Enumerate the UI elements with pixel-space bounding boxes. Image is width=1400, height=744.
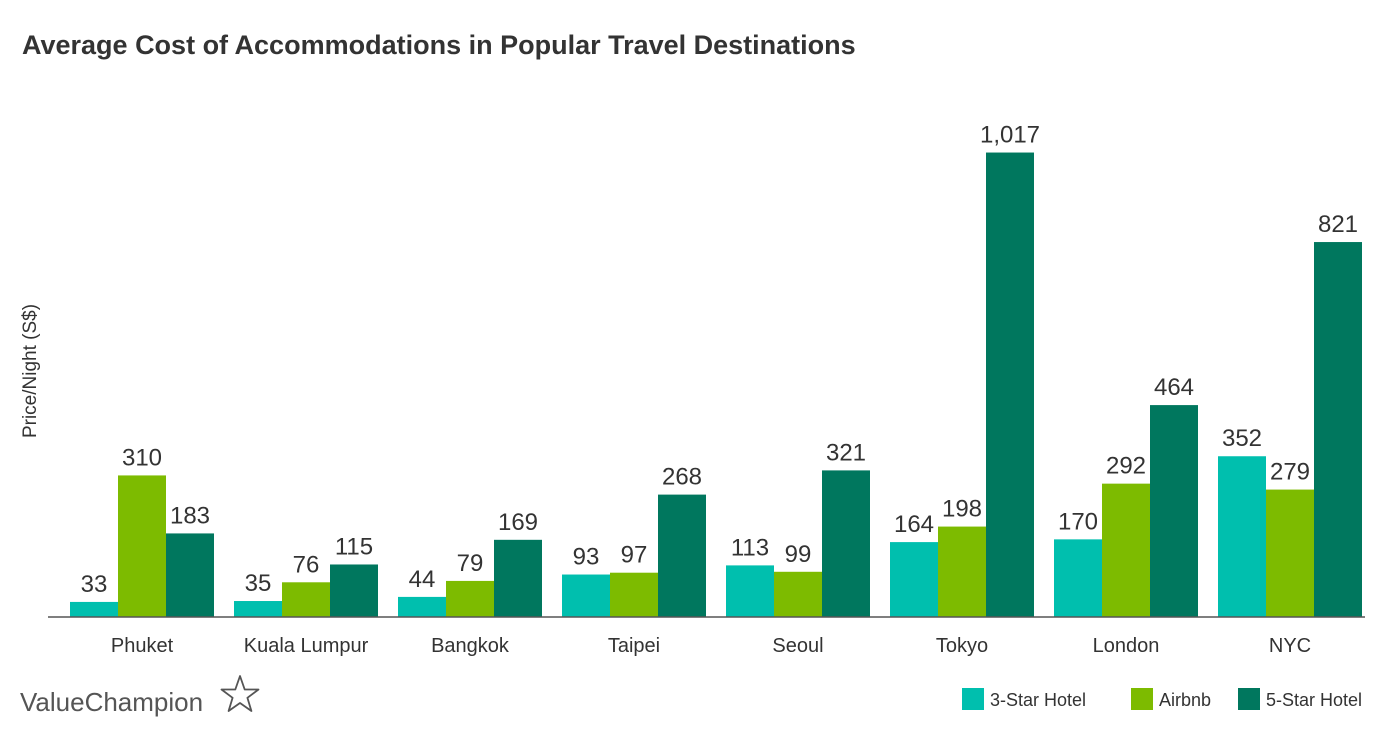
bar-nyc-airbnb	[1266, 489, 1314, 617]
legend-label: 5-Star Hotel	[1266, 690, 1362, 710]
data-label: 169	[498, 509, 538, 536]
x-tick-label: Bangkok	[431, 635, 510, 657]
x-tick-labels: Phuket Kuala Lumpur Bangkok Taipei Seoul Toky…	[111, 635, 1311, 657]
data-label: 170	[1058, 508, 1098, 535]
data-label: 352	[1222, 425, 1262, 452]
data-label: 198	[942, 496, 982, 523]
bar-london-3-star-hotel	[1054, 539, 1102, 617]
data-label: 79	[457, 550, 484, 577]
data-labels-layer: 33 310 183 35 76 115 44 79 169 93 97 268 113 99 321 164…	[81, 122, 1358, 598]
x-tick-label: Tokyo	[936, 635, 988, 657]
star-outline-icon	[220, 675, 260, 712]
bar-taipei-3-star-hotel	[562, 574, 610, 617]
data-label: 99	[785, 541, 812, 568]
x-tick-label: NYC	[1269, 635, 1311, 657]
chart-title: Average Cost of Accommodations in Popula…	[22, 30, 856, 60]
data-label: 115	[335, 533, 373, 560]
data-label: 464	[1154, 374, 1194, 401]
bar-nyc-5-star-hotel	[1314, 242, 1362, 617]
bar-phuket-airbnb	[118, 475, 166, 617]
bar-taipei-5-star-hotel	[658, 494, 706, 617]
legend-swatch	[1238, 688, 1260, 710]
y-axis-label: Price/Night (S$)	[20, 304, 41, 438]
bar-bangkok-3-star-hotel	[398, 596, 446, 617]
bar-kuala-lumpur-3-star-hotel	[234, 601, 282, 617]
data-label: 76	[293, 551, 320, 578]
bar-seoul-3-star-hotel	[726, 565, 774, 617]
data-label: 93	[573, 544, 600, 571]
data-label: 279	[1270, 459, 1310, 486]
bar-phuket-3-star-hotel	[70, 601, 118, 617]
data-label: 292	[1106, 453, 1146, 480]
bar-bangkok-airbnb	[446, 580, 494, 617]
brand-logo: ValueChampion	[20, 675, 260, 717]
bars-layer	[70, 152, 1362, 617]
bar-kuala-lumpur-5-star-hotel	[330, 564, 378, 617]
bar-tokyo-airbnb	[938, 526, 986, 617]
bar-bangkok-5-star-hotel	[494, 539, 542, 617]
data-label: 1,017	[980, 122, 1040, 149]
data-label: 97	[621, 542, 648, 569]
bar-london-5-star-hotel	[1150, 405, 1198, 617]
bar-tokyo-3-star-hotel	[890, 542, 938, 617]
brand-logo-text: ValueChampion	[20, 687, 203, 717]
legend-swatch	[1131, 688, 1153, 710]
bar-kuala-lumpur-airbnb	[282, 582, 330, 617]
data-label: 35	[245, 570, 272, 597]
bar-seoul-airbnb	[774, 571, 822, 617]
data-label: 821	[1318, 211, 1358, 238]
bar-seoul-5-star-hotel	[822, 470, 870, 617]
data-label: 33	[81, 571, 108, 598]
data-label: 44	[409, 566, 436, 593]
data-label: 183	[170, 502, 210, 529]
data-label: 310	[122, 444, 162, 471]
bar-nyc-3-star-hotel	[1218, 456, 1266, 617]
legend: 3-Star Hotel Airbnb 5-Star Hotel	[962, 688, 1362, 710]
bar-phuket-5-star-hotel	[166, 533, 214, 617]
x-tick-label: Taipei	[608, 635, 660, 657]
x-tick-label: London	[1093, 635, 1160, 657]
bar-london-airbnb	[1102, 483, 1150, 617]
legend-label: 3-Star Hotel	[990, 690, 1086, 710]
x-tick-label: Kuala Lumpur	[244, 635, 369, 657]
x-tick-label: Phuket	[111, 635, 174, 657]
data-label: 164	[894, 511, 934, 538]
bar-taipei-airbnb	[610, 572, 658, 617]
legend-swatch	[962, 688, 984, 710]
data-label: 113	[731, 534, 769, 561]
x-tick-label: Seoul	[772, 635, 823, 657]
data-label: 268	[662, 464, 702, 491]
legend-label: Airbnb	[1159, 690, 1211, 710]
data-label: 321	[826, 439, 866, 466]
bar-tokyo-5-star-hotel	[986, 152, 1034, 617]
